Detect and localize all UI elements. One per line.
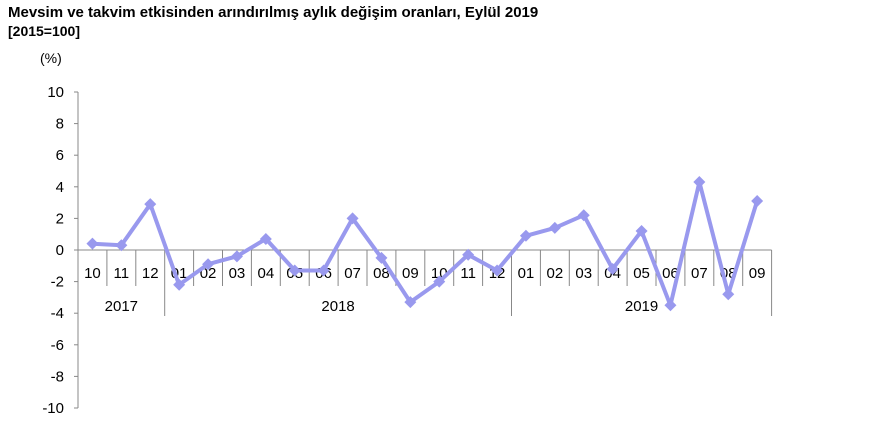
x-tick-label: 05	[633, 265, 650, 282]
year-group-label: 2017	[105, 298, 138, 315]
series-line	[92, 180, 760, 308]
x-tick-label: 03	[229, 265, 246, 282]
chart-subtitle: [2015=100]	[8, 23, 81, 39]
data-point-marker	[606, 262, 619, 275]
data-point-marker	[664, 299, 677, 312]
year-group-label: 2018	[321, 298, 354, 315]
x-tick-label: 10	[84, 265, 101, 282]
y-tick-label: -10	[42, 400, 64, 417]
data-point-marker	[144, 198, 157, 211]
x-tick-label: 07	[344, 265, 361, 282]
year-group-label: 2019	[625, 298, 658, 315]
y-tick-label: -6	[51, 337, 64, 354]
y-tick-label: 4	[56, 179, 64, 196]
x-tick-label: 06	[662, 265, 679, 282]
x-tick-label: 04	[258, 265, 275, 282]
data-point-marker	[577, 209, 590, 222]
data-point-marker	[202, 258, 215, 271]
x-tick-label: 09	[749, 265, 766, 282]
data-point-marker	[548, 221, 561, 234]
x-tick-label: 12	[142, 265, 159, 282]
data-point-marker	[86, 237, 99, 250]
x-tick-label: 07	[691, 265, 708, 282]
y-tick-label: -8	[51, 368, 64, 385]
data-point-marker	[722, 288, 735, 301]
data-point-marker	[375, 251, 388, 264]
chart-title: Mevsim ve takvim etkisinden arındırılmış…	[8, 4, 539, 21]
data-point-marker	[751, 195, 764, 208]
x-tick-label: 01	[518, 265, 535, 282]
y-tick-label: 8	[56, 116, 64, 133]
data-point-marker	[693, 176, 706, 189]
x-tick-label: 09	[402, 265, 419, 282]
data-point-marker	[433, 275, 446, 288]
data-point-marker	[317, 264, 330, 277]
x-tick-label: 11	[114, 265, 130, 282]
y-tick-label: 2	[56, 210, 64, 227]
x-tick-label: 08	[373, 265, 390, 282]
data-point-marker	[346, 212, 359, 225]
data-point-marker	[115, 239, 128, 252]
data-point-marker	[173, 278, 186, 291]
y-tick-label: -4	[51, 305, 64, 322]
y-axis-unit-label: (%)	[40, 50, 62, 66]
x-tick-label: 02	[547, 265, 564, 282]
y-tick-label: 0	[56, 242, 64, 259]
data-point-marker	[230, 250, 243, 263]
data-point-marker	[288, 264, 301, 277]
data-point-marker	[462, 248, 475, 261]
data-point-marker	[404, 296, 417, 309]
x-tick-label: 11	[460, 265, 476, 282]
data-point-marker	[491, 264, 504, 277]
data-point-marker	[635, 225, 648, 238]
y-tick-label: 6	[56, 147, 64, 164]
data-point-marker	[519, 229, 532, 242]
x-tick-label: 03	[575, 265, 592, 282]
data-point-marker	[259, 232, 272, 245]
y-tick-label: 10	[47, 84, 64, 101]
y-tick-label: -2	[51, 274, 64, 291]
